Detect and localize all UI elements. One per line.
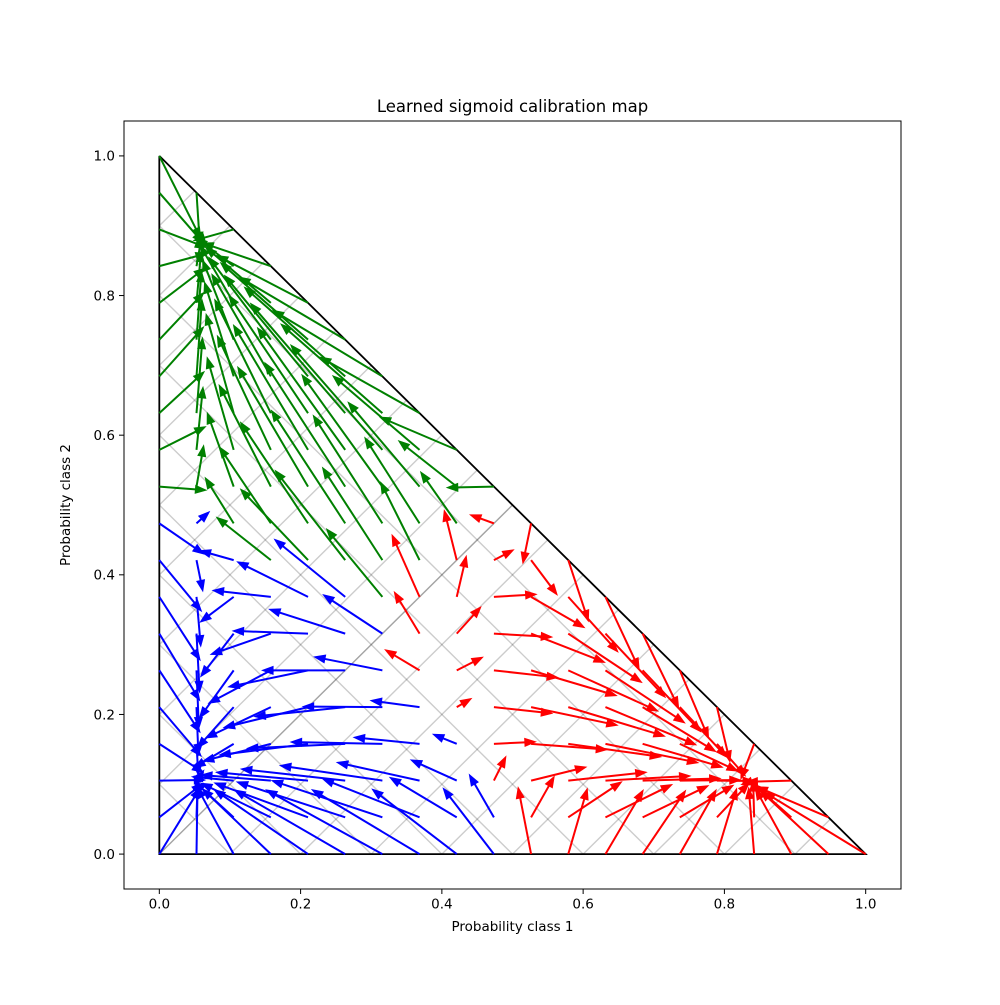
- plot-title: Learned sigmoid calibration map: [377, 97, 648, 116]
- arrow-shaft: [753, 791, 754, 817]
- arrow-shaft: [757, 781, 791, 782]
- y-tick-label: 0.6: [94, 428, 115, 444]
- y-tick-label: 0.8: [94, 288, 115, 304]
- x-tick-label: 1.0: [855, 897, 876, 913]
- x-axis-label: Probability class 1: [451, 919, 573, 935]
- x-tick-label: 0.8: [714, 897, 735, 913]
- y-tick-label: 0.0: [94, 847, 115, 863]
- y-tick-label: 0.4: [94, 568, 115, 584]
- y-axis-label: Probability class 2: [58, 444, 74, 566]
- x-tick-label: 0.0: [149, 897, 170, 913]
- arrow-shaft: [196, 790, 197, 818]
- arrow-shaft: [458, 487, 494, 488]
- x-tick-label: 0.4: [431, 897, 452, 913]
- x-tick-label: 0.6: [572, 897, 593, 913]
- x-tick-label: 0.2: [290, 897, 311, 913]
- y-tick-label: 1.0: [94, 149, 115, 165]
- y-tick-label: 0.2: [94, 707, 115, 723]
